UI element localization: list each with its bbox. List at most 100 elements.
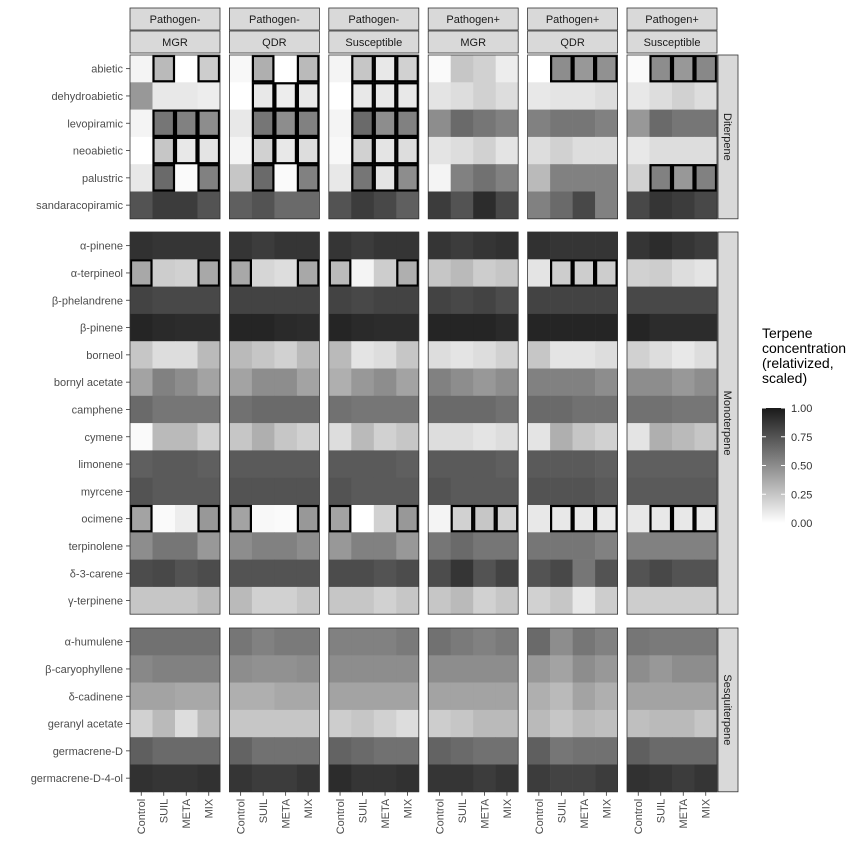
heatmap-cell — [672, 191, 695, 220]
heatmap-cell — [672, 586, 695, 615]
heatmap-cell — [296, 764, 320, 793]
heatmap-cell — [152, 450, 176, 478]
heatmap-cell — [572, 55, 596, 83]
heatmap-cell — [396, 82, 420, 110]
heatmap-cell — [649, 477, 673, 506]
x-tick-label: Control — [633, 799, 645, 834]
heatmap-cell — [175, 55, 198, 83]
heatmap-cell — [152, 313, 176, 342]
heatmap-cell — [495, 586, 519, 615]
y-tick-label: limonene — [78, 459, 123, 471]
heatmap-cell — [527, 477, 551, 506]
heatmap-cell — [473, 191, 496, 220]
heatmap-cell — [175, 136, 198, 165]
y-axis-labels: abietic dehydroabietic levopiramic neoabiet… — [31, 64, 130, 785]
heatmap-cell — [694, 737, 718, 765]
panel-borders — [129, 54, 718, 793]
heatmap-cell — [351, 368, 375, 397]
y-tick-label: levopiramic — [67, 118, 123, 130]
heatmap-cell — [396, 423, 420, 451]
x-tick-label: SUIL — [258, 799, 270, 823]
heatmap-cell — [473, 368, 496, 397]
heatmap-cell — [175, 82, 198, 110]
heatmap-cell — [251, 313, 275, 342]
heatmap-cell — [274, 286, 298, 315]
heatmap-cell — [373, 232, 397, 260]
heatmap-cell — [527, 709, 551, 738]
heatmap-cell — [649, 423, 673, 451]
heatmap-cell — [229, 586, 253, 615]
heatmap-cell — [595, 136, 618, 165]
heatmap-cell — [296, 395, 320, 424]
heatmap-cell — [672, 628, 695, 656]
heatmap-cell — [450, 477, 474, 506]
heatmap-cell — [197, 628, 221, 656]
highlight-box — [197, 259, 221, 287]
heatmap-cell — [627, 764, 650, 793]
y-tick-label: palustric — [82, 173, 123, 185]
heatmap-cell — [296, 164, 320, 192]
heatmap-cell — [428, 259, 451, 287]
heatmap-cell — [627, 709, 650, 738]
highlight-box — [671, 54, 695, 83]
heatmap-cell — [396, 341, 420, 369]
heatmap-cell — [373, 55, 397, 83]
highlight-box — [649, 504, 673, 533]
heatmap-cell — [450, 423, 474, 451]
heatmap-cell — [450, 737, 474, 765]
heatmap-cell — [130, 559, 153, 588]
facet-strip-bottom-label: MGR — [460, 37, 486, 49]
x-tick-label: META — [678, 798, 690, 828]
y-tick-label: germacrene-D-4-ol — [31, 773, 123, 785]
heatmap-cell — [672, 477, 695, 506]
heatmap-cell — [473, 532, 496, 560]
heatmap-cell — [130, 764, 153, 793]
heatmap-cell — [473, 109, 496, 138]
heatmap-cell — [627, 341, 650, 369]
y-tick-label: β-phelandrene — [52, 295, 123, 307]
x-tick-label: META — [181, 798, 193, 828]
heatmap-cell — [595, 232, 618, 260]
heatmap-cell — [351, 55, 375, 83]
heatmap-cell — [627, 136, 650, 165]
heatmap-cell — [694, 232, 718, 260]
heatmap-cell — [296, 559, 320, 588]
panel-border — [527, 231, 618, 615]
highlight-box — [373, 109, 397, 137]
highlight-box — [495, 504, 519, 533]
highlight-box — [594, 54, 618, 83]
heatmap-cell — [527, 191, 551, 220]
panel-border — [626, 54, 718, 220]
heatmap-cell — [197, 477, 221, 506]
heatmap-cell — [627, 55, 650, 83]
highlight-box — [594, 504, 618, 533]
heatmap-cell — [251, 368, 275, 397]
x-tick-label: META — [479, 798, 491, 828]
legend-ticks: 1.00 0.75 0.50 0.25 0.00 — [762, 403, 812, 530]
facet-strip-bottom-label: QDR — [560, 37, 585, 49]
heatmap-cell — [328, 55, 352, 83]
heatmap-cell — [251, 559, 275, 588]
highlight-box — [373, 164, 397, 192]
heatmap-cell — [175, 628, 198, 656]
heatmap-cell — [296, 82, 320, 110]
highlight-box — [152, 109, 176, 137]
row-group-strip — [717, 231, 739, 615]
heatmap-cell — [627, 82, 650, 110]
highlight-box — [251, 82, 275, 110]
heatmap-cell — [373, 532, 397, 560]
heatmap-cell — [428, 737, 451, 765]
legend-colorbar — [762, 408, 785, 523]
heatmap-cell — [373, 764, 397, 793]
heatmap-cell — [694, 395, 718, 424]
heatmap-cell — [296, 232, 320, 260]
heatmap-cell — [152, 505, 176, 533]
highlight-box — [328, 259, 352, 287]
y-tick-label: β-caryophyllene — [45, 664, 123, 676]
heatmap-cell — [527, 450, 551, 478]
heatmap-cell — [550, 191, 573, 220]
heatmap-cell — [694, 341, 718, 369]
legend-title-line: Terpene — [762, 325, 813, 341]
heatmap-cell — [627, 628, 650, 656]
